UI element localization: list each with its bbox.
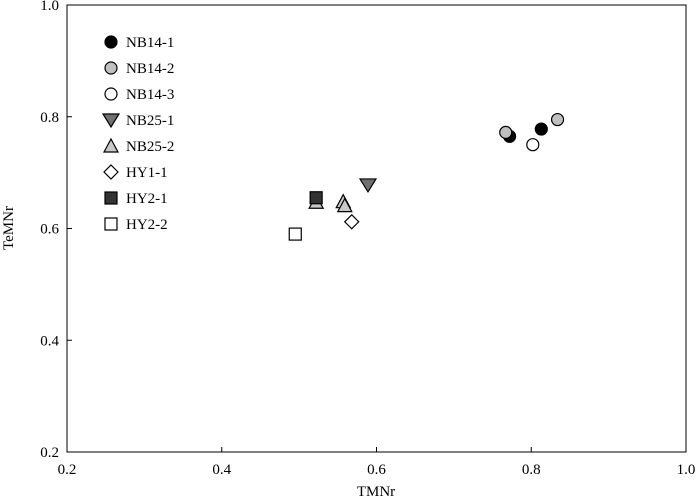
data-point-nb14-2 (550, 112, 565, 127)
legend-label: NB25-2 (126, 139, 174, 155)
legend-marker-hy2-2 (104, 217, 118, 231)
legend-marker-nb14-2 (104, 61, 118, 75)
x-tick-label: 0.2 (58, 462, 77, 478)
y-axis-label: TeMNr (1, 206, 17, 250)
legend: NB14-1 NB14-2 NB14-3 NB25-1 NB25-2 HY1-1 HY2-1… (101, 35, 174, 233)
y-tick-label: 0.8 (40, 110, 59, 126)
legend-label: NB14-2 (126, 61, 174, 77)
data-point-nb14-1 (534, 122, 548, 136)
data-point-nb25-2 (336, 197, 353, 213)
legend-label: NB14-3 (126, 87, 174, 103)
y-tick-label: 1.0 (40, 0, 59, 14)
x-tick-label: 1.0 (677, 462, 696, 478)
legend-label: NB25-1 (126, 113, 174, 129)
legend-marker-nb25-2 (102, 137, 120, 153)
y-tick-label: 0.2 (40, 445, 59, 461)
legend-marker-hy2-1 (104, 191, 118, 205)
legend-marker-nb14-1 (104, 35, 118, 49)
data-point-nb25-1 (358, 178, 378, 194)
legend-marker-nb25-1 (101, 113, 121, 129)
x-tick-label: 0.8 (522, 462, 541, 478)
y-axis: 0.2 0.4 0.6 0.8 1.0 (40, 0, 72, 461)
x-tick-label: 0.6 (367, 462, 386, 478)
legend-marker-hy1-1 (103, 164, 119, 180)
legend-label: HY2-2 (126, 217, 168, 233)
legend-marker-nb14-3 (104, 87, 118, 101)
legend-label: HY1-1 (126, 165, 168, 181)
data-point-nb14-2 (499, 125, 513, 139)
x-axis-label: TMNr (357, 484, 395, 500)
x-axis: 0.2 0.4 0.6 0.8 1.0 (58, 447, 696, 478)
y-tick-label: 0.6 (40, 222, 59, 238)
data-points (288, 112, 565, 241)
data-point-hy1-1 (343, 213, 360, 230)
legend-label: NB14-1 (126, 35, 174, 51)
legend-label: HY2-1 (126, 191, 168, 207)
y-tick-label: 0.4 (40, 333, 59, 349)
x-tick-label: 0.4 (212, 462, 231, 478)
data-point-hy2-1 (309, 191, 323, 205)
data-point-hy2-2 (288, 227, 302, 241)
data-point-nb14-3 (526, 138, 540, 152)
